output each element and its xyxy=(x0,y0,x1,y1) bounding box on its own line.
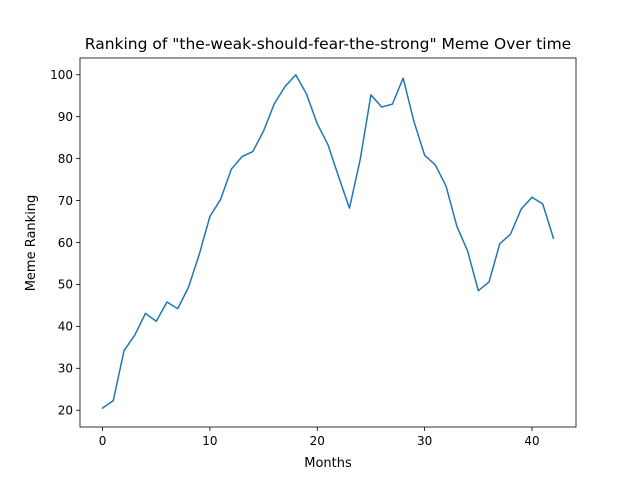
y-tick-label: 30 xyxy=(58,362,73,376)
y-tick-label: 80 xyxy=(58,152,73,166)
chart-title: Ranking of "the-weak-should-fear-the-str… xyxy=(85,35,571,53)
y-axis: 20 30 40 50 60 70 80 90 100 xyxy=(50,68,80,418)
y-tick-label: 40 xyxy=(58,320,73,334)
y-tick-label: 20 xyxy=(58,404,73,418)
series-line-0 xyxy=(101,74,555,410)
y-tick-label: 60 xyxy=(58,236,73,250)
x-tick-label: 40 xyxy=(524,434,539,448)
y-tick-label: 90 xyxy=(58,110,73,124)
x-axis: 0 10 20 30 40 xyxy=(99,427,540,448)
y-tick-label: 70 xyxy=(58,194,73,208)
x-tick-label: 0 xyxy=(99,434,107,448)
plot-area xyxy=(79,57,577,428)
x-tick-label: 30 xyxy=(417,434,432,448)
x-tick-label: 10 xyxy=(202,434,217,448)
y-axis-label: Meme Ranking xyxy=(24,195,39,292)
x-axis-label: Months xyxy=(304,456,352,471)
y-tick-label: 100 xyxy=(50,68,73,82)
x-tick-label: 20 xyxy=(310,434,325,448)
y-tick-label: 50 xyxy=(58,278,73,292)
